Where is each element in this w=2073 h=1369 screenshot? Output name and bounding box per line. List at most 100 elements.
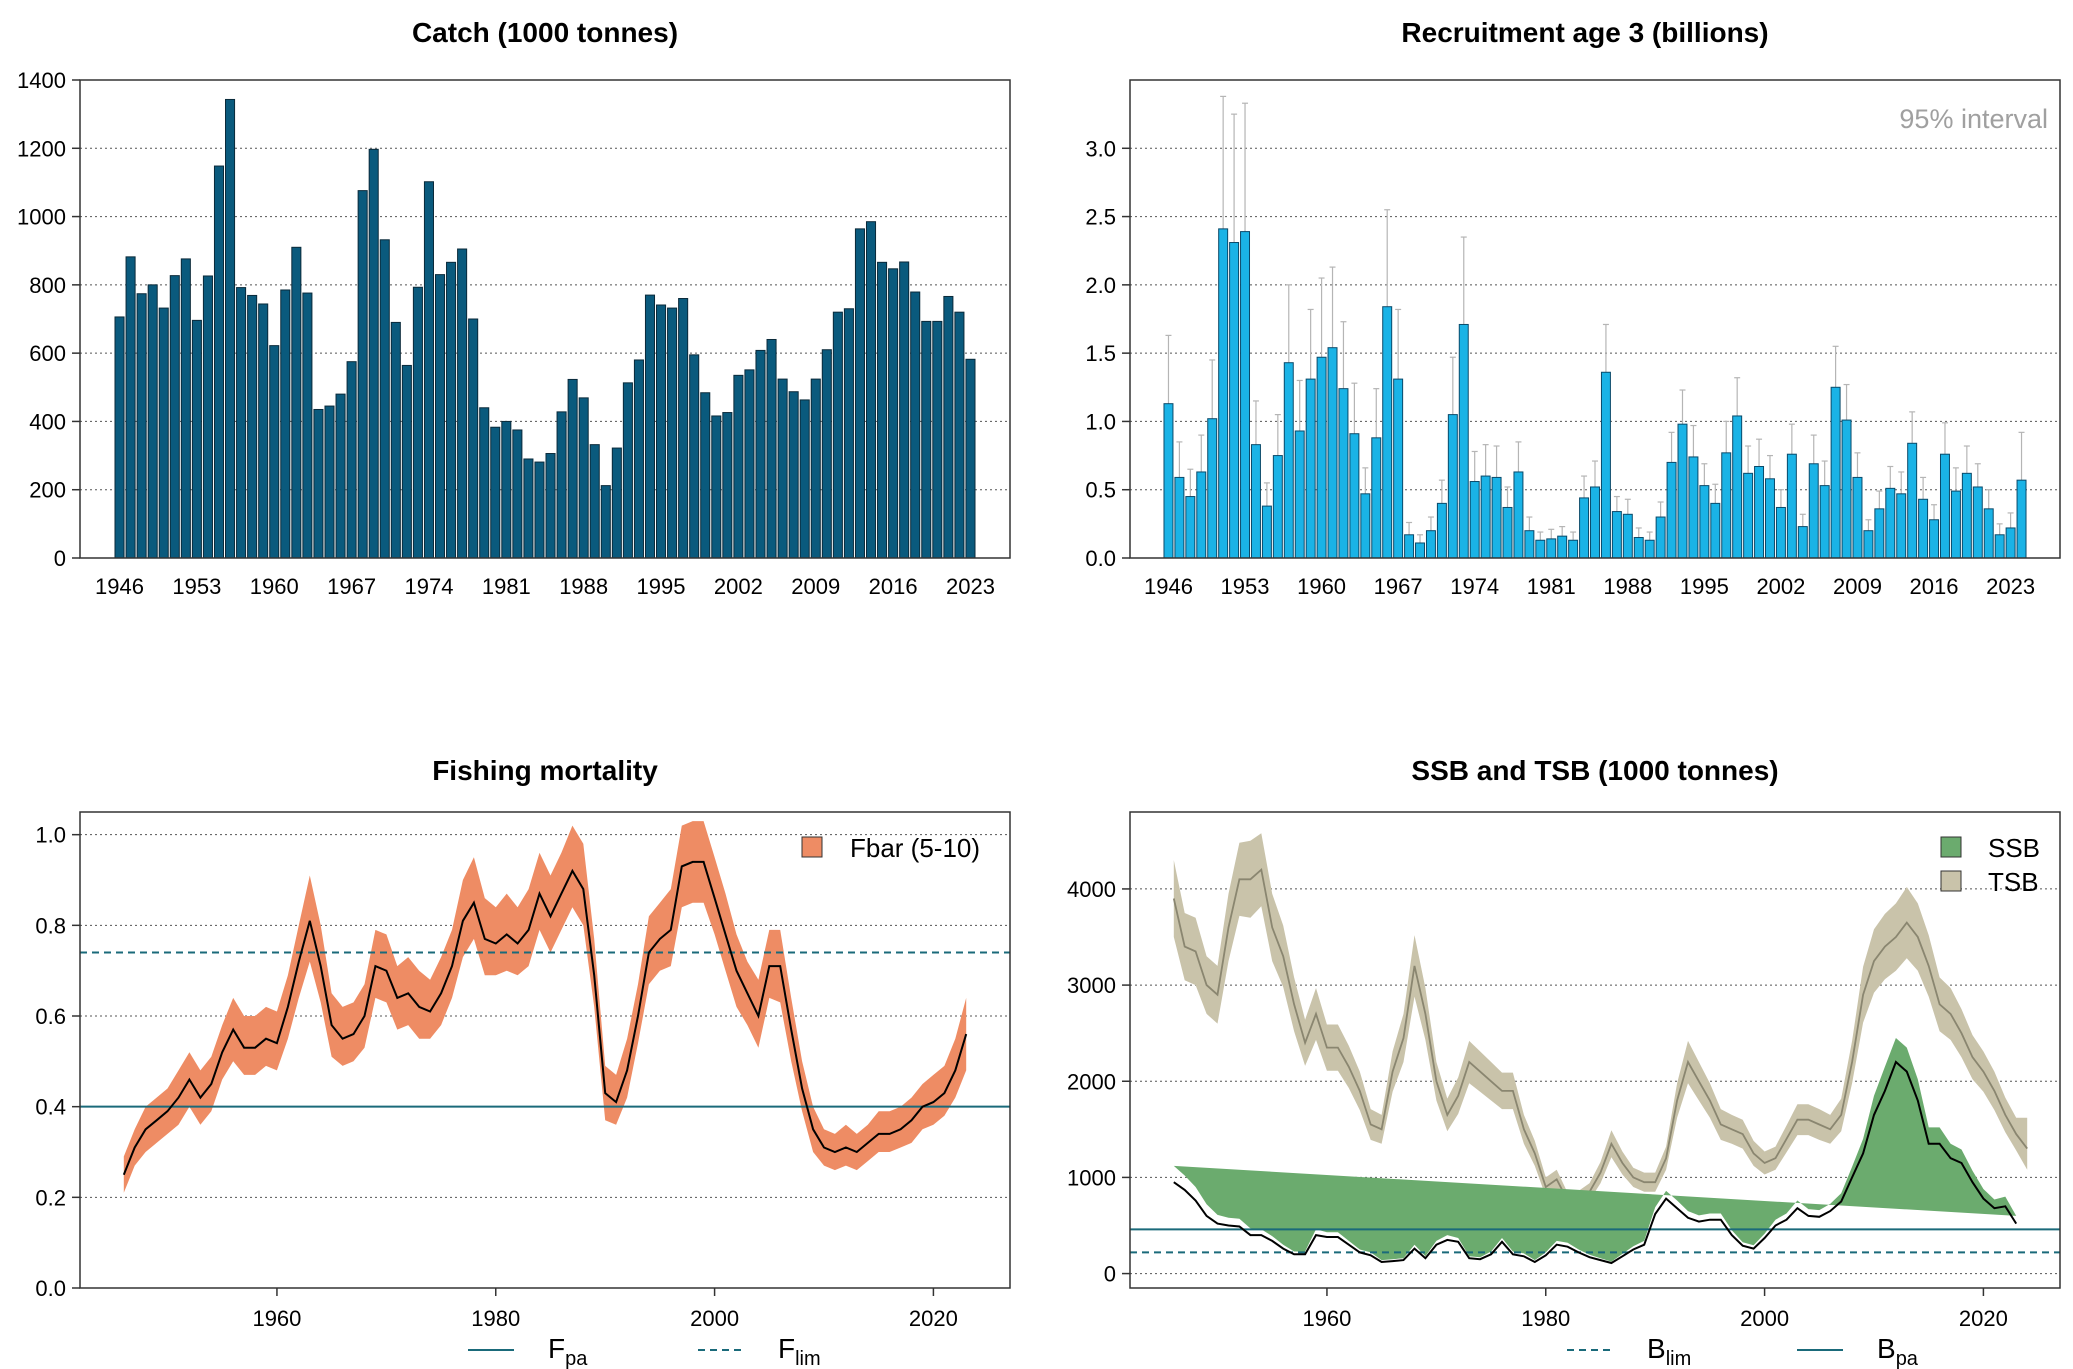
bar bbox=[1196, 471, 1207, 559]
bar bbox=[888, 268, 899, 559]
bar bbox=[667, 307, 678, 559]
x-tick-label: 1980 bbox=[1521, 1306, 1570, 1331]
bar bbox=[1480, 475, 1491, 559]
bar bbox=[1371, 437, 1382, 559]
fbar-legend-label: Fbar (5-10) bbox=[850, 833, 980, 863]
bar bbox=[1896, 493, 1907, 559]
x-tick-label: 2000 bbox=[1740, 1306, 1789, 1331]
y-tick-label: 0 bbox=[1104, 1262, 1116, 1287]
bar bbox=[1972, 486, 1983, 559]
y-tick-label: 0.6 bbox=[35, 1004, 66, 1029]
bar bbox=[921, 320, 932, 559]
bar bbox=[567, 378, 578, 559]
bar bbox=[644, 294, 656, 559]
bar bbox=[280, 289, 291, 559]
x-tick-label: 1988 bbox=[559, 574, 608, 599]
bar bbox=[1360, 493, 1371, 559]
bar bbox=[1338, 388, 1349, 559]
bar bbox=[843, 308, 854, 559]
x-tick-label: 1960 bbox=[252, 1306, 301, 1331]
bar bbox=[766, 338, 777, 559]
bar bbox=[589, 444, 600, 559]
bar bbox=[1261, 505, 1272, 559]
y-tick-label: 200 bbox=[29, 478, 66, 503]
bar bbox=[490, 426, 501, 559]
y-tick-label: 3000 bbox=[1067, 973, 1116, 998]
y-tick-label: 0.0 bbox=[1085, 546, 1116, 571]
tsb-legend-label: TSB bbox=[1988, 867, 2039, 897]
bar bbox=[247, 294, 258, 559]
x-tick-label: 1995 bbox=[1680, 574, 1729, 599]
bar bbox=[1754, 465, 1765, 559]
bar bbox=[1655, 516, 1666, 559]
y-tick-label: 1000 bbox=[17, 205, 66, 230]
x-tick-label: 1967 bbox=[1374, 574, 1423, 599]
bar bbox=[943, 295, 954, 559]
bar bbox=[865, 221, 877, 559]
x-tick-label: 2009 bbox=[1833, 574, 1882, 599]
x-tick-label: 1980 bbox=[471, 1306, 520, 1331]
y-tick-label: 0.4 bbox=[35, 1095, 66, 1120]
bar bbox=[236, 287, 247, 559]
y-tick-label: 1.0 bbox=[1085, 409, 1116, 434]
bar bbox=[1907, 442, 1918, 559]
y-tick-label: 2.0 bbox=[1085, 273, 1116, 298]
bar bbox=[379, 239, 390, 559]
x-tick-label: 2016 bbox=[869, 574, 918, 599]
bar bbox=[1316, 356, 1327, 559]
bar bbox=[1579, 497, 1590, 559]
bar bbox=[1611, 511, 1622, 559]
bar bbox=[412, 286, 423, 559]
bar bbox=[733, 374, 744, 559]
bar bbox=[1765, 478, 1775, 559]
y-tick-label: 4000 bbox=[1067, 877, 1116, 902]
bar bbox=[114, 316, 125, 559]
ssb-legend-label: SSB bbox=[1988, 833, 2040, 863]
bar bbox=[1207, 418, 1218, 559]
x-tick-label: 1988 bbox=[1603, 574, 1652, 599]
bar bbox=[1688, 456, 1699, 559]
bar bbox=[1163, 403, 1174, 559]
bar bbox=[1600, 371, 1611, 559]
bar bbox=[269, 345, 280, 559]
y-tick-label: 600 bbox=[29, 341, 66, 366]
bar bbox=[1994, 534, 2005, 559]
y-tick-label: 0.8 bbox=[35, 913, 66, 938]
bar bbox=[799, 399, 810, 559]
x-tick-label: 1995 bbox=[637, 574, 686, 599]
bar bbox=[1491, 476, 1502, 559]
recruitment-title: Recruitment age 3 (billions) bbox=[1401, 17, 1768, 48]
bar bbox=[1874, 508, 1885, 559]
bar bbox=[622, 382, 633, 559]
bar bbox=[225, 98, 236, 559]
x-tick-label: 2002 bbox=[1756, 574, 1805, 599]
bar bbox=[899, 261, 910, 559]
y-tick-label: 0 bbox=[54, 546, 66, 571]
bar bbox=[1939, 453, 1950, 559]
catch-plot-frame bbox=[79, 79, 1011, 559]
bar bbox=[169, 275, 180, 559]
catch-title: Catch (1000 tonnes) bbox=[412, 17, 678, 48]
bar bbox=[711, 415, 722, 559]
bar bbox=[1699, 485, 1710, 559]
bar bbox=[1404, 534, 1415, 559]
tsb-line bbox=[1172, 867, 2028, 1202]
bar bbox=[722, 412, 733, 559]
bar bbox=[1185, 496, 1196, 559]
bar bbox=[401, 364, 412, 559]
x-tick-label: 1953 bbox=[1221, 574, 1270, 599]
fishing-mortality-plot-frame bbox=[79, 811, 1011, 1289]
bar bbox=[390, 321, 401, 559]
bar bbox=[1721, 452, 1732, 559]
bar bbox=[1272, 455, 1283, 559]
bar bbox=[932, 320, 943, 559]
tsb-interval-band bbox=[1173, 833, 2028, 1209]
bar bbox=[910, 291, 921, 559]
bar bbox=[1447, 414, 1458, 559]
x-tick-label: 1953 bbox=[172, 574, 221, 599]
x-tick-label: 2023 bbox=[946, 574, 995, 599]
bar bbox=[1250, 444, 1261, 559]
bar bbox=[1458, 323, 1469, 559]
y-tick-label: 2.5 bbox=[1085, 205, 1116, 230]
fbar-interval-band bbox=[123, 821, 967, 1193]
